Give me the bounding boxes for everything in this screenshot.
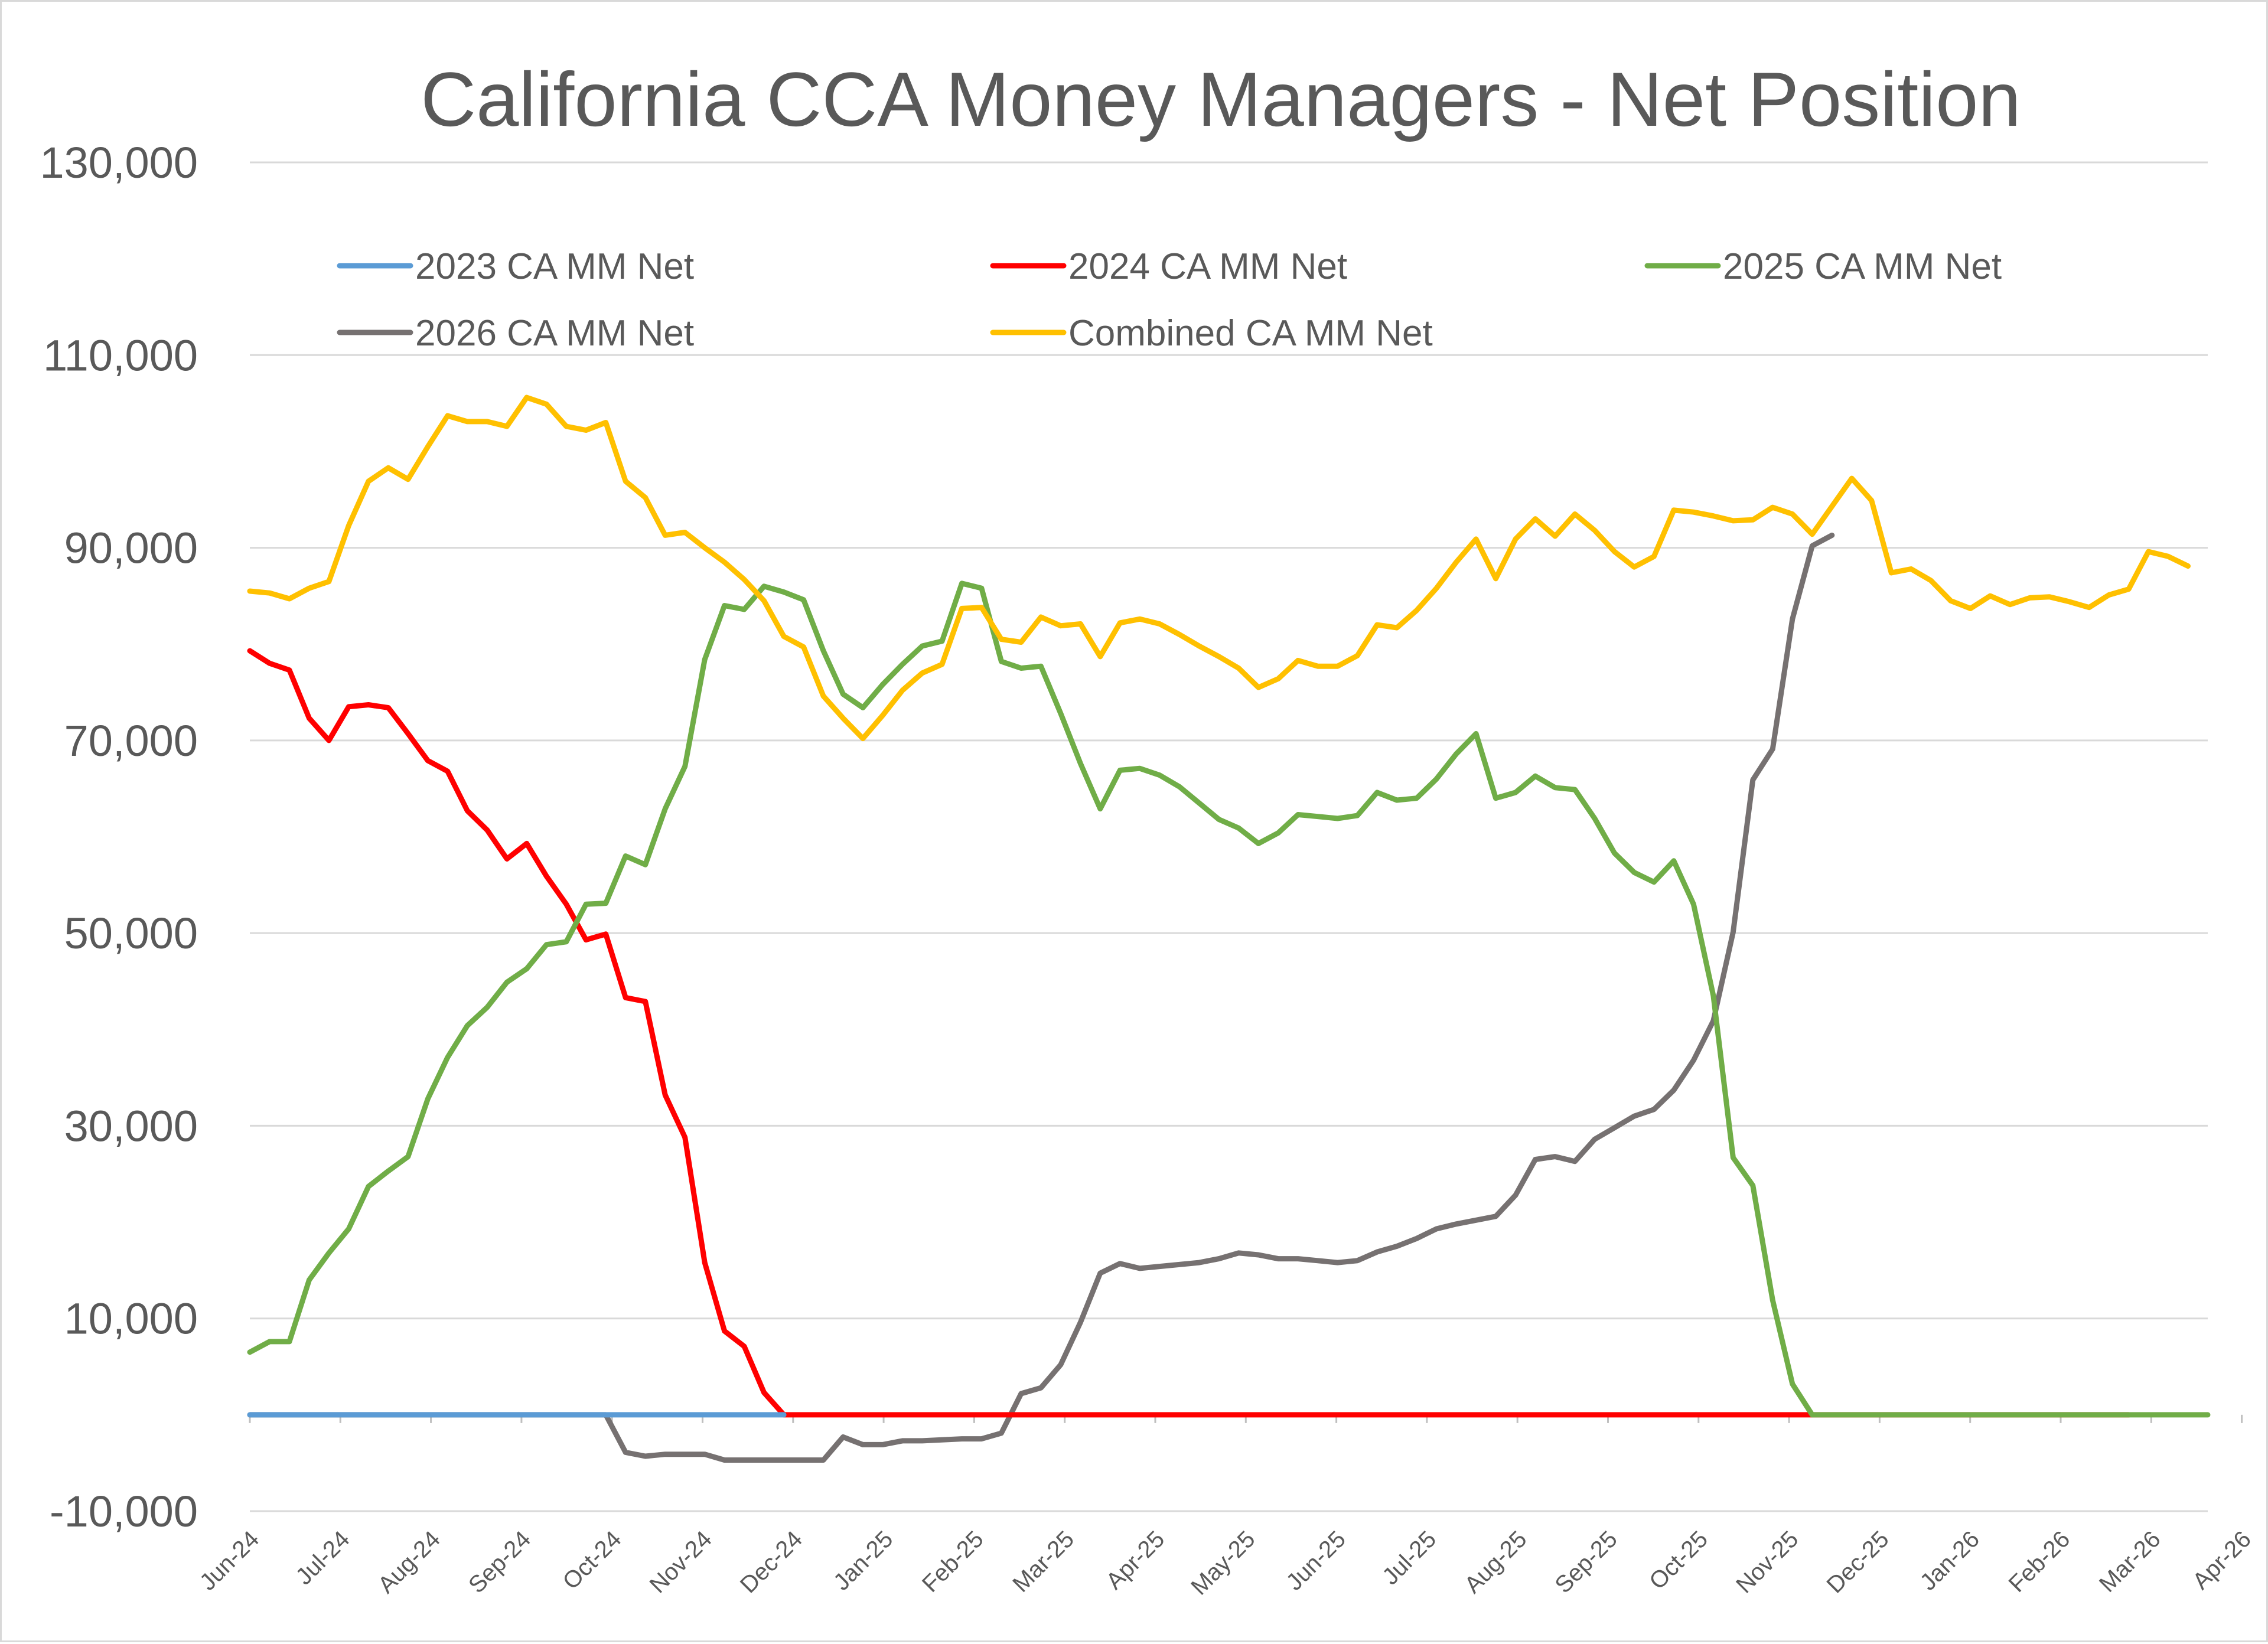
legend-label: 2025 CA MM Net	[1723, 246, 2002, 287]
x-tick-label: Jun-25	[1281, 1526, 1351, 1596]
x-tick-label: Jun-24	[195, 1526, 265, 1596]
legend-label: 2023 CA MM Net	[415, 246, 694, 287]
x-tick-label: Jan-25	[829, 1526, 898, 1596]
x-tick-label: Aug-25	[1459, 1526, 1531, 1598]
legend-label: Combined CA MM Net	[1068, 313, 1433, 354]
x-tick-label: Sep-25	[1550, 1526, 1622, 1598]
series-line	[247, 394, 2191, 742]
y-tick-label: -10,000	[50, 1487, 198, 1536]
legend-label: 2026 CA MM Net	[415, 313, 694, 354]
chart-title: California CCA Money Managers - Net Posi…	[421, 56, 2021, 142]
y-tick-label: 130,000	[40, 138, 198, 187]
x-tick-label: Nov-25	[1731, 1526, 1803, 1598]
x-tick-label: Aug-24	[373, 1526, 445, 1598]
y-tick-label: 90,000	[64, 524, 198, 573]
x-tick-label: Feb-25	[917, 1526, 989, 1597]
x-tick-label: Dec-25	[1821, 1526, 1894, 1598]
x-tick-label: Jan-26	[1915, 1526, 1984, 1596]
x-axis-ticks: Jun-24 Jul-24 Aug-24 Sep-24 Oct-24 Nov-24 Dec-…	[195, 1414, 2256, 1600]
legend: 2023 CA MM Net 2024 CA MM Net 2025 CA MM N…	[337, 246, 2002, 354]
x-tick-label: Jul-25	[1377, 1526, 1441, 1590]
x-tick-label: Sep-24	[464, 1526, 536, 1598]
x-tick-label: Oct-24	[558, 1526, 627, 1594]
x-tick-label: Nov-24	[645, 1526, 717, 1598]
series-lines	[247, 394, 2211, 1463]
legend-label: 2024 CA MM Net	[1068, 246, 1347, 287]
x-tick-label: Feb-26	[2004, 1526, 2075, 1597]
y-tick-label: 10,000	[64, 1294, 198, 1343]
y-tick-label: 50,000	[64, 909, 198, 958]
x-tick-label: Mar-25	[1008, 1526, 1079, 1597]
y-axis-ticks: 130,000 110,000 90,000 70,000 50,000 30,000 10…	[40, 138, 198, 1536]
series-line	[247, 532, 1835, 1463]
y-tick-label: 30,000	[64, 1101, 198, 1150]
x-tick-label: Apr-25	[1101, 1526, 1169, 1594]
x-tick-label: Oct-25	[1644, 1526, 1713, 1594]
x-tick-label: Jul-24	[291, 1526, 355, 1590]
x-tick-label: Dec-24	[735, 1526, 807, 1598]
y-tick-label: 70,000	[64, 716, 198, 765]
series-line	[247, 580, 2211, 1418]
x-tick-label: Apr-26	[2188, 1526, 2256, 1594]
x-tick-label: Mar-26	[2094, 1526, 2166, 1597]
y-tick-label: 110,000	[43, 331, 198, 380]
series-line	[247, 648, 2132, 1418]
gridlines	[250, 161, 2208, 1512]
x-tick-label: May-25	[1186, 1526, 1260, 1600]
